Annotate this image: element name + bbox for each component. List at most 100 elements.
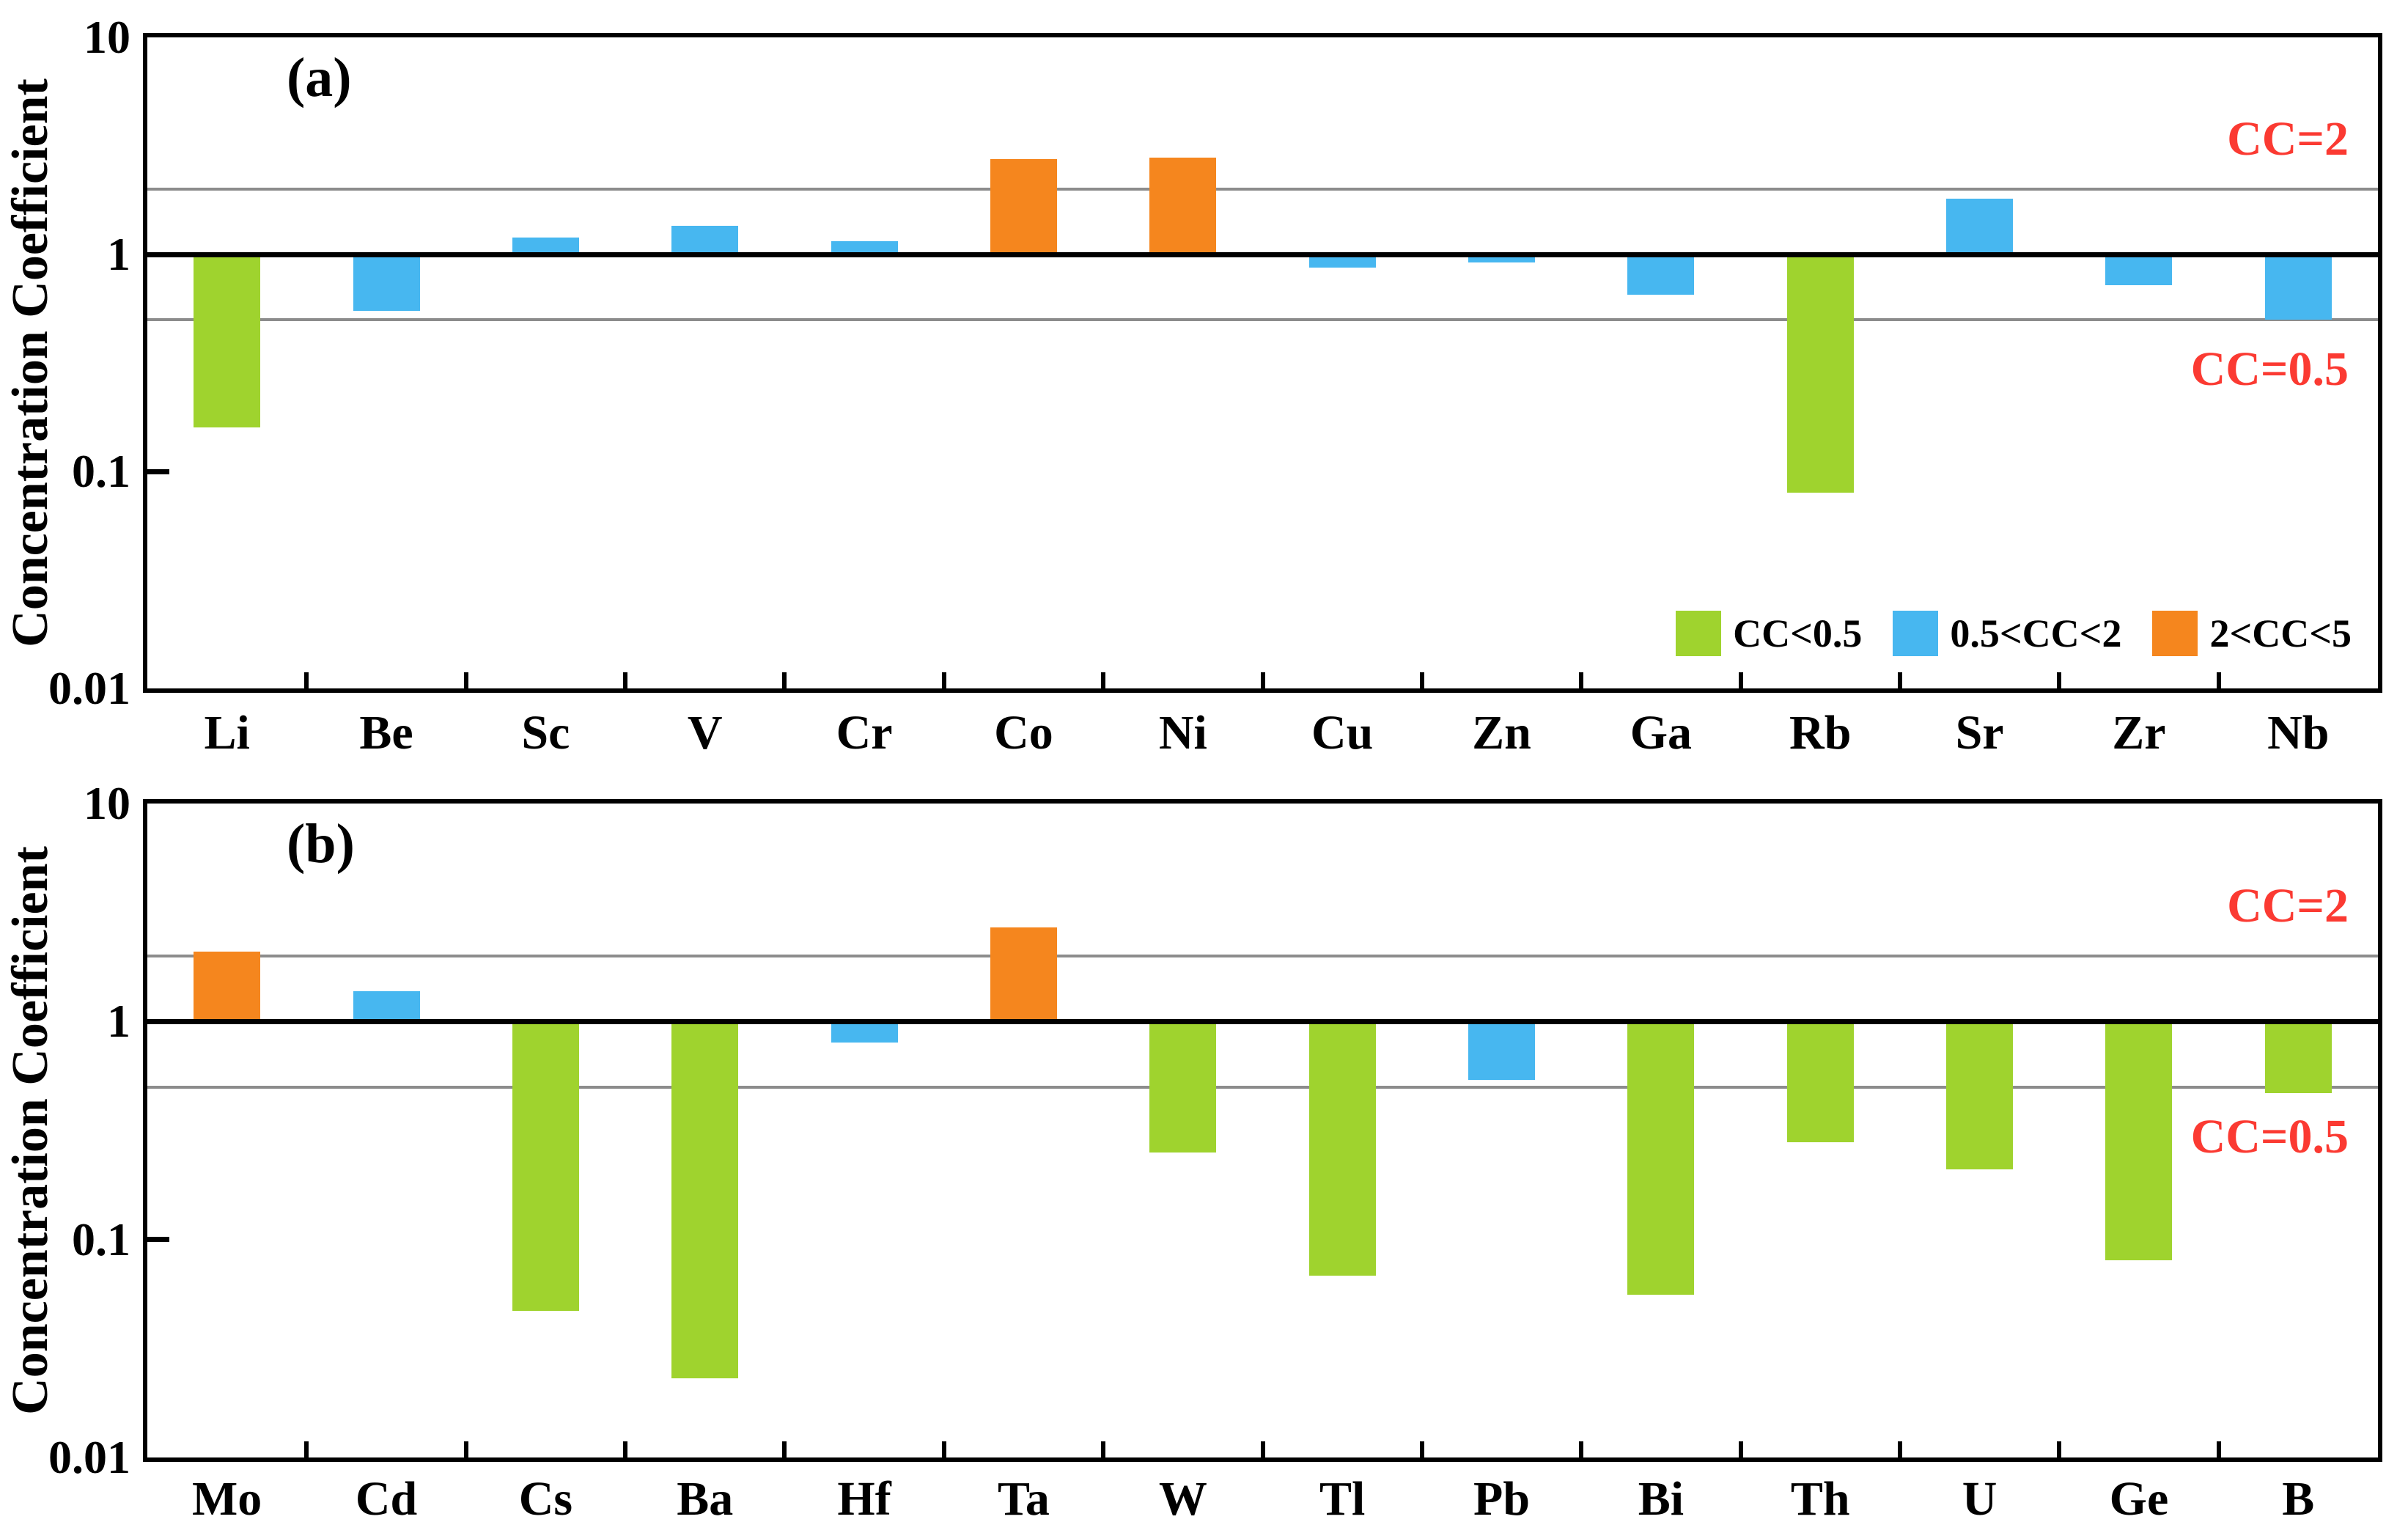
x-axis-tick-b [2057, 1441, 2062, 1457]
x-axis-tick-a [1419, 672, 1424, 688]
bar-Co [990, 158, 1057, 254]
bar-Ba [671, 1021, 739, 1379]
annotation-cc2-b: CC=2 [2227, 878, 2349, 933]
x-label-Cu: Cu [1311, 706, 1374, 760]
panel-letter-a: (a) [287, 47, 352, 109]
x-axis-tick-a [1579, 672, 1584, 688]
x-label-Pb: Pb [1473, 1472, 1531, 1526]
y-tick-0.1-b [147, 1237, 169, 1243]
x-label-Sc: Sc [521, 706, 570, 760]
x-axis-tick-a [2057, 672, 2062, 688]
x-axis-tick-a [2216, 672, 2221, 688]
y-axis-title-b: Concentration Coefficient [2, 846, 59, 1415]
x-axis-tick-b [1419, 1441, 1424, 1457]
x-label-Cd: Cd [355, 1472, 418, 1526]
x-axis-tick-b [2216, 1441, 2221, 1457]
annotation-cc05-a: CC=0.5 [2190, 342, 2349, 397]
x-label-B: B [2282, 1472, 2315, 1526]
x-axis-tick-a [463, 672, 468, 688]
x-label-Li: Li [204, 706, 250, 760]
x-label-Co: Co [994, 706, 1053, 760]
x-axis-tick-a [1260, 672, 1265, 688]
x-label-Mo: Mo [192, 1472, 262, 1526]
annotation-cc05-b: CC=0.5 [2190, 1109, 2349, 1163]
bar-Cd [353, 990, 420, 1022]
bar-U [1946, 1021, 2014, 1169]
x-label-Rb: Rb [1789, 706, 1852, 760]
x-axis-tick-b [1897, 1441, 1902, 1457]
y-tick-label-1-b: 1 [107, 995, 130, 1048]
x-label-Cr: Cr [836, 706, 893, 760]
plot-area-a: (a) CC=2 CC=0.5 CC<0.5 0.5<CC<2 2<CC<5 [143, 33, 2382, 693]
bar-Sr [1946, 199, 2014, 254]
x-axis-tick-a [941, 672, 946, 688]
bar-Zr [2105, 254, 2173, 286]
gridline-cc0.5-b [147, 1085, 2378, 1089]
legend-item-blue: 0.5<CC<2 [1893, 611, 2121, 656]
bar-B [2264, 1021, 2332, 1093]
x-label-U: U [1962, 1472, 1998, 1526]
legend-label-green: CC<0.5 [1733, 611, 1863, 655]
y-axis-title-a: Concentration Coefficient [2, 78, 59, 647]
legend-swatch-orange [2152, 611, 2198, 656]
bar-Th [1786, 1021, 1854, 1142]
bar-V [671, 226, 739, 254]
y-tick-0.1-a [147, 468, 169, 474]
bar-Bi [1627, 1021, 1695, 1295]
x-axis-tick-b [1260, 1441, 1265, 1457]
x-label-Zn: Zn [1472, 706, 1531, 760]
bar-Ga [1627, 254, 1695, 295]
y-tick-label-0.1-b: 0.1 [72, 1213, 130, 1265]
bar-Ta [990, 927, 1057, 1022]
x-axis-tick-b [623, 1441, 628, 1457]
plot-area-b: (b) CC=2 CC=0.5 [143, 799, 2382, 1462]
bar-Sc [512, 237, 579, 254]
bar-Tl [1308, 1021, 1376, 1276]
panel-letter-b: (b) [287, 813, 355, 875]
x-axis-tick-b [1579, 1441, 1584, 1457]
x-axis-tick-a [1101, 672, 1106, 688]
x-axis-tick-a [1738, 672, 1743, 688]
x-label-Be: Be [359, 706, 413, 760]
bar-Zn [1468, 254, 1536, 262]
bar-Ni [1149, 157, 1217, 254]
bar-Nb [2264, 254, 2332, 320]
x-axis-tick-b [463, 1441, 468, 1457]
legend-item-green: CC<0.5 [1676, 611, 1862, 656]
x-axis-tick-a [782, 672, 787, 688]
bar-Pb [1468, 1021, 1536, 1080]
x-axis-tick-a [304, 672, 309, 688]
x-axis-tick-b [1738, 1441, 1743, 1457]
bar-Li [194, 254, 261, 427]
legend-swatch-blue [1893, 611, 1939, 656]
x-label-Ga: Ga [1630, 706, 1693, 760]
y-tick-label-10-a: 10 [84, 11, 130, 63]
gridline-cc0.5-a [147, 318, 2378, 322]
x-label-Bi: Bi [1638, 1472, 1685, 1526]
gridline-cc2-a [147, 187, 2378, 191]
baseline-cc1-a [147, 251, 2378, 257]
x-label-Nb: Nb [2267, 706, 2330, 760]
annotation-cc2-a: CC=2 [2227, 111, 2349, 166]
y-tick-label-1-a: 1 [107, 228, 130, 280]
x-axis-tick-a [1897, 672, 1902, 688]
x-label-Ge: Ge [2109, 1472, 2169, 1526]
bar-Ge [2105, 1021, 2173, 1261]
x-axis-tick-b [1101, 1441, 1106, 1457]
y-tick-label-0.1-a: 0.1 [72, 445, 130, 497]
x-axis-tick-b [304, 1441, 309, 1457]
bar-Be [353, 254, 420, 311]
bar-Mo [194, 951, 261, 1022]
legend-item-orange: 2<CC<5 [2152, 611, 2352, 656]
x-label-Tl: Tl [1319, 1472, 1366, 1526]
legend: CC<0.5 0.5<CC<2 2<CC<5 [1676, 611, 2352, 656]
x-label-Th: Th [1790, 1472, 1850, 1526]
bar-Cu [1308, 254, 1376, 268]
bar-Hf [831, 1021, 898, 1043]
legend-swatch-green [1676, 611, 1722, 656]
y-tick-label-0.01-b: 0.01 [48, 1431, 130, 1483]
bar-Cr [831, 241, 898, 254]
x-axis-tick-a [623, 672, 628, 688]
x-label-Hf: Hf [837, 1472, 891, 1526]
x-label-Ta: Ta [997, 1472, 1050, 1526]
